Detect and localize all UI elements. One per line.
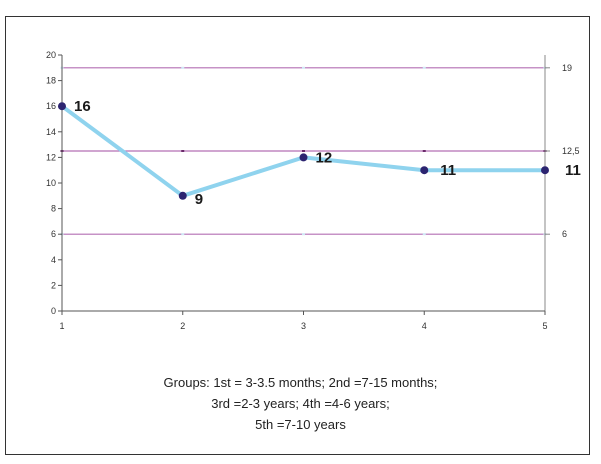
y-tick-label: 0 <box>51 306 56 316</box>
chart-caption: Groups: 1st = 3-3.5 months; 2nd =7-15 mo… <box>0 372 601 435</box>
caption-line-1: Groups: 1st = 3-3.5 months; 2nd =7-15 mo… <box>163 375 438 390</box>
data-label: 9 <box>195 191 203 208</box>
reference-line-label: 19 <box>562 63 572 73</box>
reference-line-label: 12,5 <box>562 146 580 156</box>
data-label: 12 <box>316 149 333 166</box>
data-label: 11 <box>565 162 581 179</box>
data-point <box>299 153 308 162</box>
caption-line-3: 5th =7-10 years <box>255 417 346 432</box>
y-tick-label: 16 <box>46 101 56 111</box>
x-tick-label: 3 <box>301 321 306 331</box>
x-tick-label: 5 <box>542 321 547 331</box>
reference-line-label: 6 <box>562 229 567 239</box>
reference-line-marker <box>422 66 426 69</box>
y-tick-label: 12 <box>46 152 56 162</box>
x-tick-label: 4 <box>422 321 427 331</box>
data-point <box>420 166 429 175</box>
reference-line-marker <box>181 233 185 236</box>
data-labels: 16 9 12 11 11 <box>74 98 581 208</box>
reference-lines: 19 12,5 6 <box>60 63 580 239</box>
data-point <box>541 166 549 175</box>
x-tick-label: 1 <box>59 321 64 331</box>
reference-line-marker <box>302 66 305 69</box>
data-point <box>58 102 66 111</box>
chart-frame <box>5 16 590 455</box>
y-tick-label: 4 <box>51 255 56 265</box>
reference-line-marker <box>422 233 426 236</box>
data-point <box>178 191 187 200</box>
reference-line-marker <box>302 233 305 236</box>
y-tick-label: 10 <box>46 178 56 188</box>
y-tick-label: 14 <box>46 127 56 137</box>
y-tick-label: 20 <box>46 50 56 60</box>
data-label: 11 <box>440 162 456 179</box>
reference-line-marker <box>181 66 185 69</box>
y-tick-label: 8 <box>51 204 56 214</box>
y-tick-label: 2 <box>51 280 56 290</box>
reference-line-marker <box>422 150 426 152</box>
data-label: 16 <box>74 98 91 115</box>
y-tick-label: 6 <box>51 229 56 239</box>
caption-line-2: 3rd =2-3 years; 4th =4-6 years; <box>211 396 390 411</box>
reference-line-marker <box>302 150 305 152</box>
x-tick-label: 2 <box>180 321 185 331</box>
y-tick-label: 18 <box>46 76 56 86</box>
reference-line-marker <box>181 150 185 152</box>
series-group <box>58 102 549 200</box>
